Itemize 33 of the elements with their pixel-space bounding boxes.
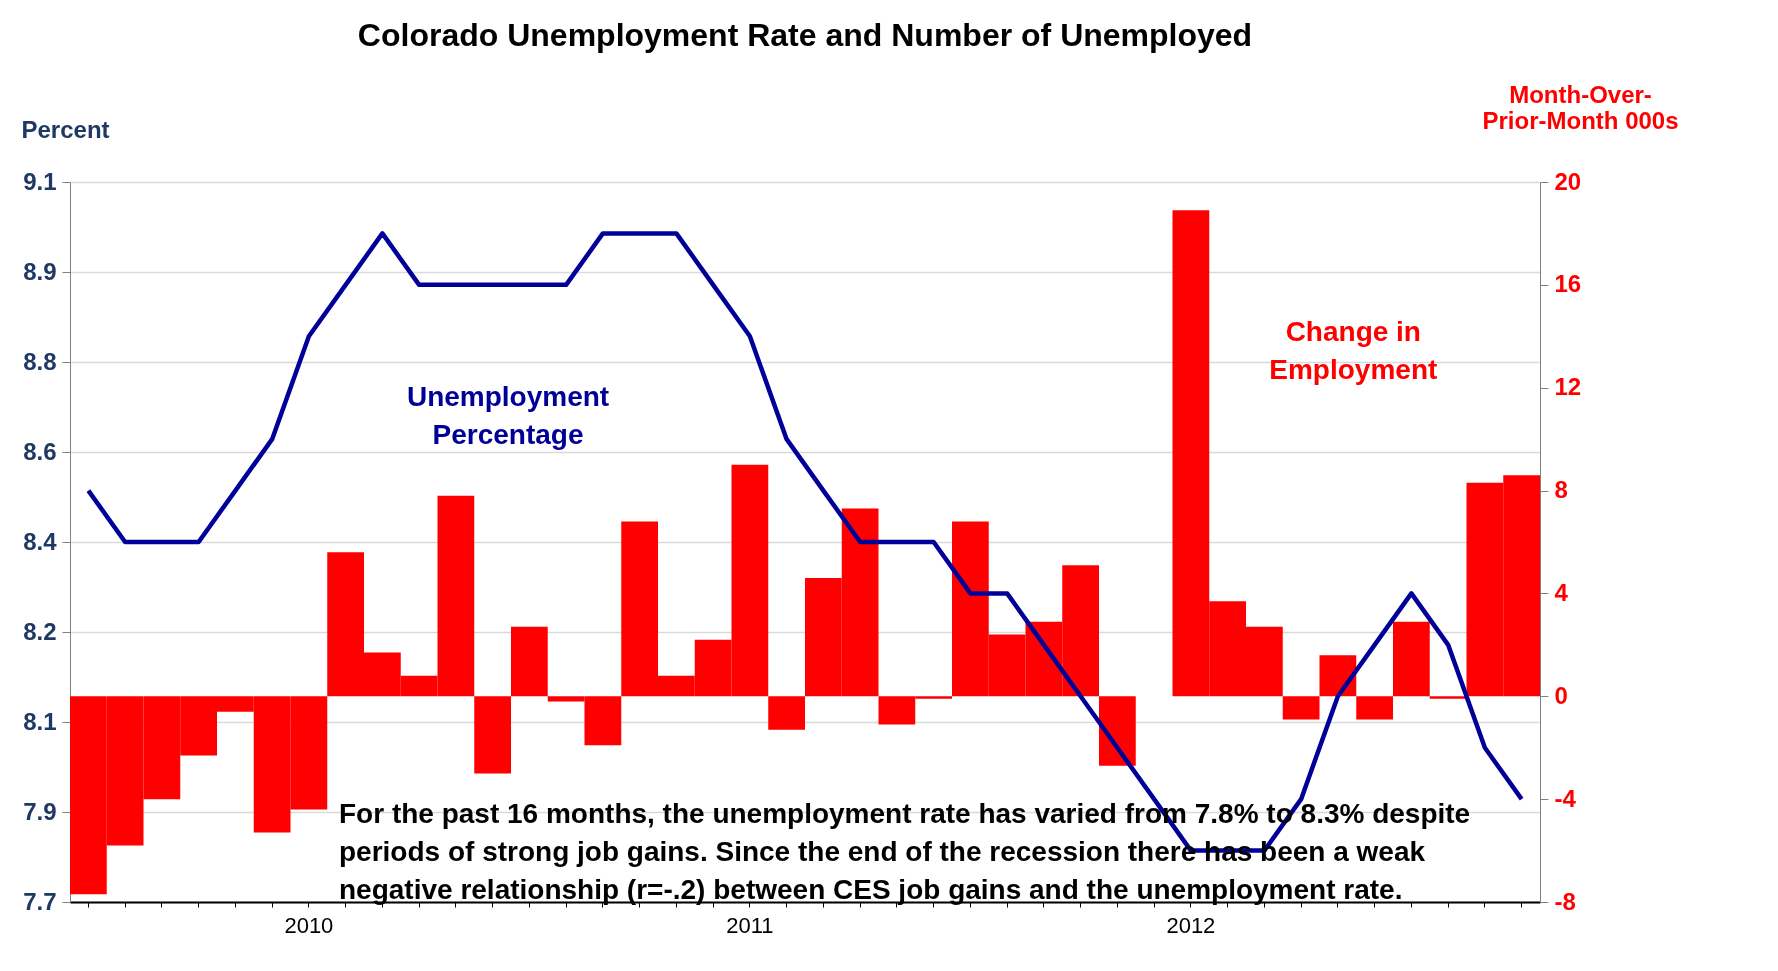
y-tick-label: 8.6 — [23, 437, 57, 465]
bar — [768, 696, 805, 730]
y2-tick-label: 16 — [1554, 270, 1582, 298]
y-tick-label: 7.7 — [23, 887, 57, 915]
bar — [1429, 696, 1467, 699]
y2-tick-label: 4 — [1554, 578, 1569, 606]
chart-title: Colorado Unemployment Rate and Number of Unemployed — [357, 17, 1253, 53]
y2-tick-label: 20 — [1554, 167, 1582, 195]
bar — [1099, 696, 1136, 766]
y2-tick-label: 12 — [1554, 373, 1582, 401]
bar — [474, 696, 511, 774]
bar — [511, 626, 548, 697]
bar — [1356, 696, 1393, 720]
y-tick-label: 9.1 — [23, 167, 57, 195]
y-tick-label: 8.4 — [23, 527, 58, 555]
y2-tick-label: -8 — [1554, 887, 1576, 915]
bar — [1282, 696, 1320, 720]
y-tick-label: 8.1 — [23, 707, 57, 735]
y-tick-label: 8.8 — [23, 347, 57, 375]
x-tick-label: 2012 — [1166, 912, 1216, 938]
y-tick-label: 8.9 — [23, 257, 57, 285]
y-axis-title: Percent — [21, 115, 110, 143]
annotation: Unemployment Percentage — [406, 380, 610, 450]
y2-tick-label: 0 — [1554, 681, 1568, 709]
y2-tick-label: -4 — [1554, 784, 1577, 812]
y2-axis-title: Month-Over-Prior-Month 000s — [1482, 80, 1679, 134]
x-tick-label: 2011 — [726, 912, 774, 938]
bar — [1393, 621, 1430, 697]
y-tick-label: 7.9 — [23, 797, 57, 825]
y-tick-label: 8.2 — [23, 617, 57, 645]
annotation: Change in Employment — [1269, 315, 1438, 385]
y2-tick-label: 8 — [1554, 476, 1568, 504]
x-tick-label: 2010 — [284, 912, 334, 938]
